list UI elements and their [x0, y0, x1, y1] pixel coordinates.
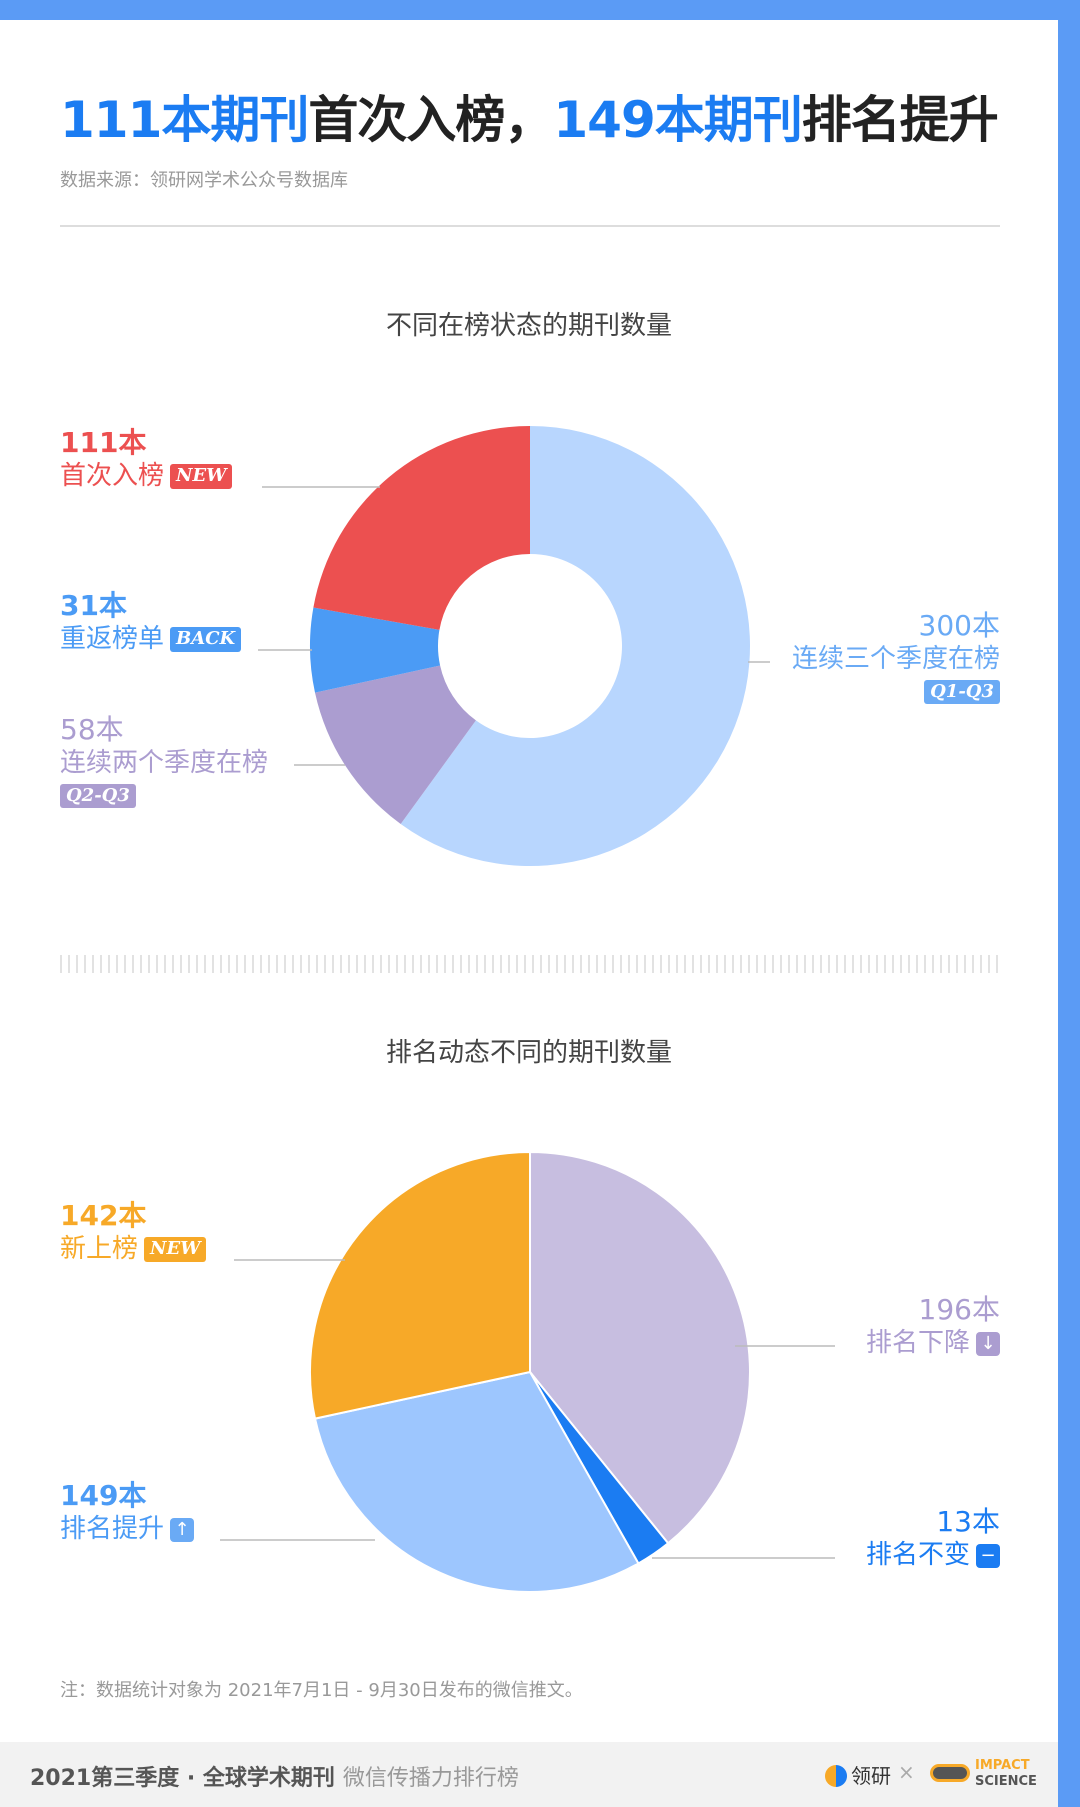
infographic-card: 111本期刊首次入榜，149本期刊排名提升 数据来源：领研网学术公众号数据库 不… — [0, 20, 1058, 1807]
footer-bar: 2021第三季度 · 全球学术期刊 微信传播力排行榜 领研 × IMPACT SC… — [0, 1742, 1058, 1807]
label-q1q3-name: 连续三个季度在榜 — [791, 644, 1000, 674]
divider — [60, 225, 1000, 227]
headline-highlight-2: 149本期刊 — [553, 91, 802, 149]
label-back-name: 重返榜单 — [60, 624, 165, 654]
label-q1q3-count: 300本 — [918, 609, 1000, 642]
headline-highlight-1: 111本期刊 — [60, 91, 309, 149]
label-rank-down-name: 排名下降 — [865, 1328, 970, 1358]
section-separator — [60, 955, 1000, 973]
times-separator: × — [898, 1760, 915, 1784]
label-rank-new-count: 142本 — [60, 1199, 147, 1232]
tag-new: NEW — [170, 464, 233, 489]
chart1-donut — [310, 426, 750, 867]
footnote: 注：数据统计对象为 2021年7月1日 - 9月30日发布的微信推文。 — [60, 1680, 583, 1701]
label-rank-same: 13本 排名不变 − — [866, 1504, 1000, 1572]
slice-rank-new — [309, 1150, 531, 1420]
chart1-leader-lines — [258, 486, 770, 766]
headline-end: 排名提升 — [801, 91, 999, 149]
label-rank-up-name: 排名提升 — [60, 1514, 165, 1544]
label-back-count: 31本 — [60, 589, 127, 622]
label-q2q3-count: 58本 — [60, 713, 124, 746]
arrow-up-icon: ↑ — [170, 1518, 195, 1542]
slice-back — [310, 607, 441, 693]
tag-back: BACK — [170, 627, 242, 652]
tag-q1q3: Q1-Q3 — [924, 679, 1000, 704]
headline-middle: 首次入榜， — [308, 91, 554, 149]
label-rank-same-name: 排名不变 — [865, 1540, 970, 1570]
brand-lingyan: 领研 — [825, 1760, 891, 1789]
slice-rank-down — [529, 1150, 751, 1545]
tag-rank-new: NEW — [144, 1237, 207, 1262]
brand-impact-science: IMPACT SCIENCE — [930, 1756, 1040, 1792]
chart1-title: 不同在榜状态的期刊数量 — [385, 311, 672, 341]
headline: 111本期刊首次入榜，149本期刊排名提升 — [60, 80, 999, 152]
arrow-down-icon: ↓ — [976, 1332, 1000, 1356]
label-rank-new: 142本 新上榜 NEW — [60, 1198, 207, 1266]
slice-q2-q3 — [315, 665, 476, 824]
slice-new — [313, 426, 530, 630]
brand-science-text: SCIENCE — [975, 1774, 1037, 1789]
impact-science-logo-icon — [930, 1764, 970, 1782]
label-new: 111本 首次入榜 NEW — [60, 425, 233, 493]
series-title: 2021第三季度 · 全球学术期刊 微信传播力排行榜 — [30, 1760, 519, 1792]
series-title-sub: 微信传播力排行榜 — [342, 1766, 519, 1791]
label-rank-up: 149本 排名提升 ↑ — [60, 1478, 195, 1546]
label-rank-new-name: 新上榜 — [60, 1234, 139, 1264]
label-q1q3: 300本 连续三个季度在榜 Q1-Q3 — [792, 608, 1000, 705]
label-back: 31本 重返榜单 BACK — [60, 588, 242, 656]
series-title-main: 2021第三季度 · 全球学术期刊 — [30, 1766, 335, 1791]
chart2-title: 排名动态不同的期刊数量 — [385, 1038, 672, 1068]
tag-q2q3: Q2-Q3 — [60, 783, 136, 808]
lingyan-logo-icon — [825, 1765, 847, 1787]
data-source: 数据来源：领研网学术公众号数据库 — [60, 170, 348, 191]
chart2-pie — [309, 1150, 751, 1593]
brand-lingyan-text: 领研 — [851, 1764, 891, 1788]
label-q2q3: 58本 连续两个季度在榜 Q2-Q3 — [60, 712, 268, 809]
slice-rank-up — [313, 1370, 640, 1593]
brand-impact-text: IMPACT — [975, 1758, 1030, 1773]
label-rank-up-count: 149本 — [60, 1479, 147, 1512]
label-new-count: 111本 — [60, 426, 147, 459]
label-q2q3-name: 连续两个季度在榜 — [60, 748, 269, 778]
minus-icon: − — [976, 1544, 1000, 1568]
label-new-name: 首次入榜 — [60, 461, 165, 491]
slice-q1-q3 — [400, 426, 750, 867]
label-rank-down: 196本 排名下降 ↓ — [866, 1292, 1000, 1360]
label-rank-down-count: 196本 — [918, 1293, 1000, 1326]
charts-canvas — [220, 426, 835, 1593]
label-rank-same-count: 13本 — [936, 1505, 1000, 1538]
chart2-leader-lines — [220, 1259, 835, 1559]
